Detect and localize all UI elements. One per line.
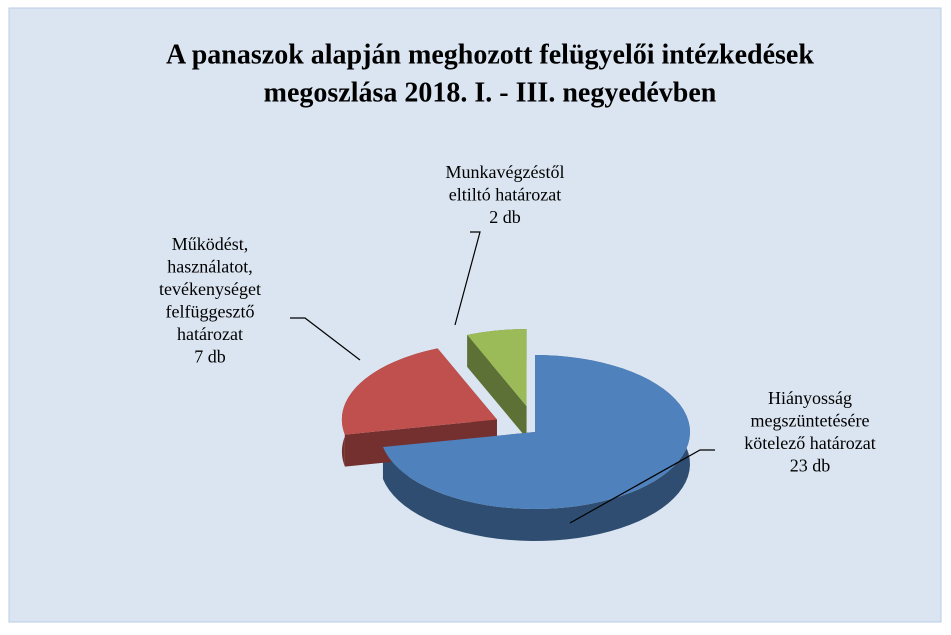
pie-slice xyxy=(341,348,497,435)
slice-label: felfüggesztő xyxy=(166,302,255,322)
leader-line xyxy=(290,317,361,361)
slice-label: tevékenységet xyxy=(159,279,261,299)
value-label: 23 db xyxy=(790,456,831,476)
slice-label: eltiltó határozat xyxy=(449,185,561,205)
slice-label: használatot, xyxy=(167,257,252,277)
value-label: 7 db xyxy=(194,347,226,367)
slice-label: Munkavégzéstől xyxy=(446,162,565,182)
value-label: 2 db xyxy=(489,207,521,227)
slice-label: Hiányosság xyxy=(768,388,852,408)
leader-line xyxy=(569,449,715,524)
chart-title: A panaszok alapján meghozott felügyelői … xyxy=(166,39,814,70)
pie-slice xyxy=(467,329,527,407)
leader-line xyxy=(454,231,481,326)
slice-label: Működést, xyxy=(172,234,249,254)
slice-label: kötelező határozat xyxy=(744,433,875,453)
pie-slice xyxy=(382,355,690,509)
chart-title: megoszlása 2018. I. - III. negyedévben xyxy=(264,77,717,108)
slice-label: határozat xyxy=(177,324,243,344)
slice-label: megszüntetésére xyxy=(751,411,870,431)
